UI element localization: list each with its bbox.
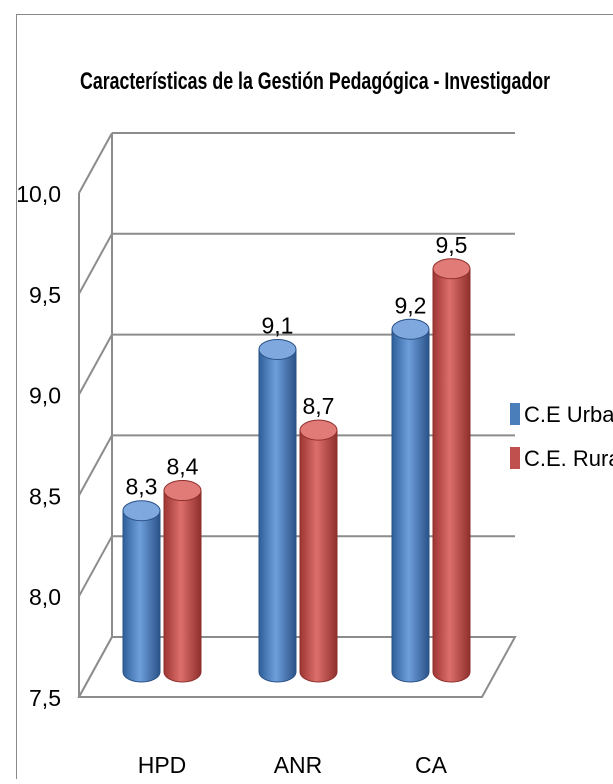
gridline-side <box>78 132 113 194</box>
chart-title: Características de la Gestión Pedagógica… <box>80 68 550 95</box>
gridline-side <box>78 535 113 597</box>
chart-svg: 7,5 8,0 8,5 9,0 9,5 10,0 Características de la… <box>16 68 613 778</box>
gridline-side <box>78 334 113 396</box>
x-tick-label: HPD <box>138 752 187 778</box>
bar-urbano-anr <box>258 348 297 683</box>
gridline-side <box>78 434 113 496</box>
y-tick-label: 9,0 <box>29 383 61 409</box>
bar-urbano-ca <box>391 328 430 683</box>
bar-rural-anr <box>299 429 338 683</box>
y-tick-label: 9,5 <box>29 282 61 308</box>
x-tick-label: ANR <box>274 752 323 778</box>
y-tick-label: 10,0 <box>17 181 61 207</box>
data-label: 9,2 <box>395 292 427 318</box>
bar-rural-hpd <box>163 490 202 683</box>
data-label: 9,5 <box>436 232 468 258</box>
y-tick-label: 8,5 <box>29 483 61 509</box>
bar-top-cap <box>432 258 471 280</box>
bar-urbano-hpd <box>122 510 161 683</box>
legend-label: C.E. Rural <box>524 446 613 471</box>
y-tick-label: 7,5 <box>29 685 61 711</box>
data-label: 8,7 <box>303 393 335 419</box>
bar-top-cap <box>299 419 338 441</box>
data-label: 9,1 <box>262 312 294 338</box>
bar-top-cap <box>163 480 202 502</box>
y-tick-label: 8,0 <box>29 584 61 610</box>
gridline-side <box>78 233 113 295</box>
bar-rural-ca <box>432 268 471 683</box>
legend-swatch-urbano <box>510 403 520 425</box>
x-tick-label: CA <box>415 752 448 778</box>
data-label: 8,3 <box>126 474 158 500</box>
bar-top-cap <box>258 338 297 360</box>
data-label: 8,4 <box>167 454 199 480</box>
bar-top-cap <box>122 500 161 522</box>
chart-area[interactable]: 7,5 8,0 8,5 9,0 9,5 10,0 Características de la… <box>16 14 613 779</box>
bar-top-cap <box>391 318 430 340</box>
legend-swatch-rural <box>510 447 520 469</box>
legend-label: C.E Urbano <box>524 402 613 427</box>
